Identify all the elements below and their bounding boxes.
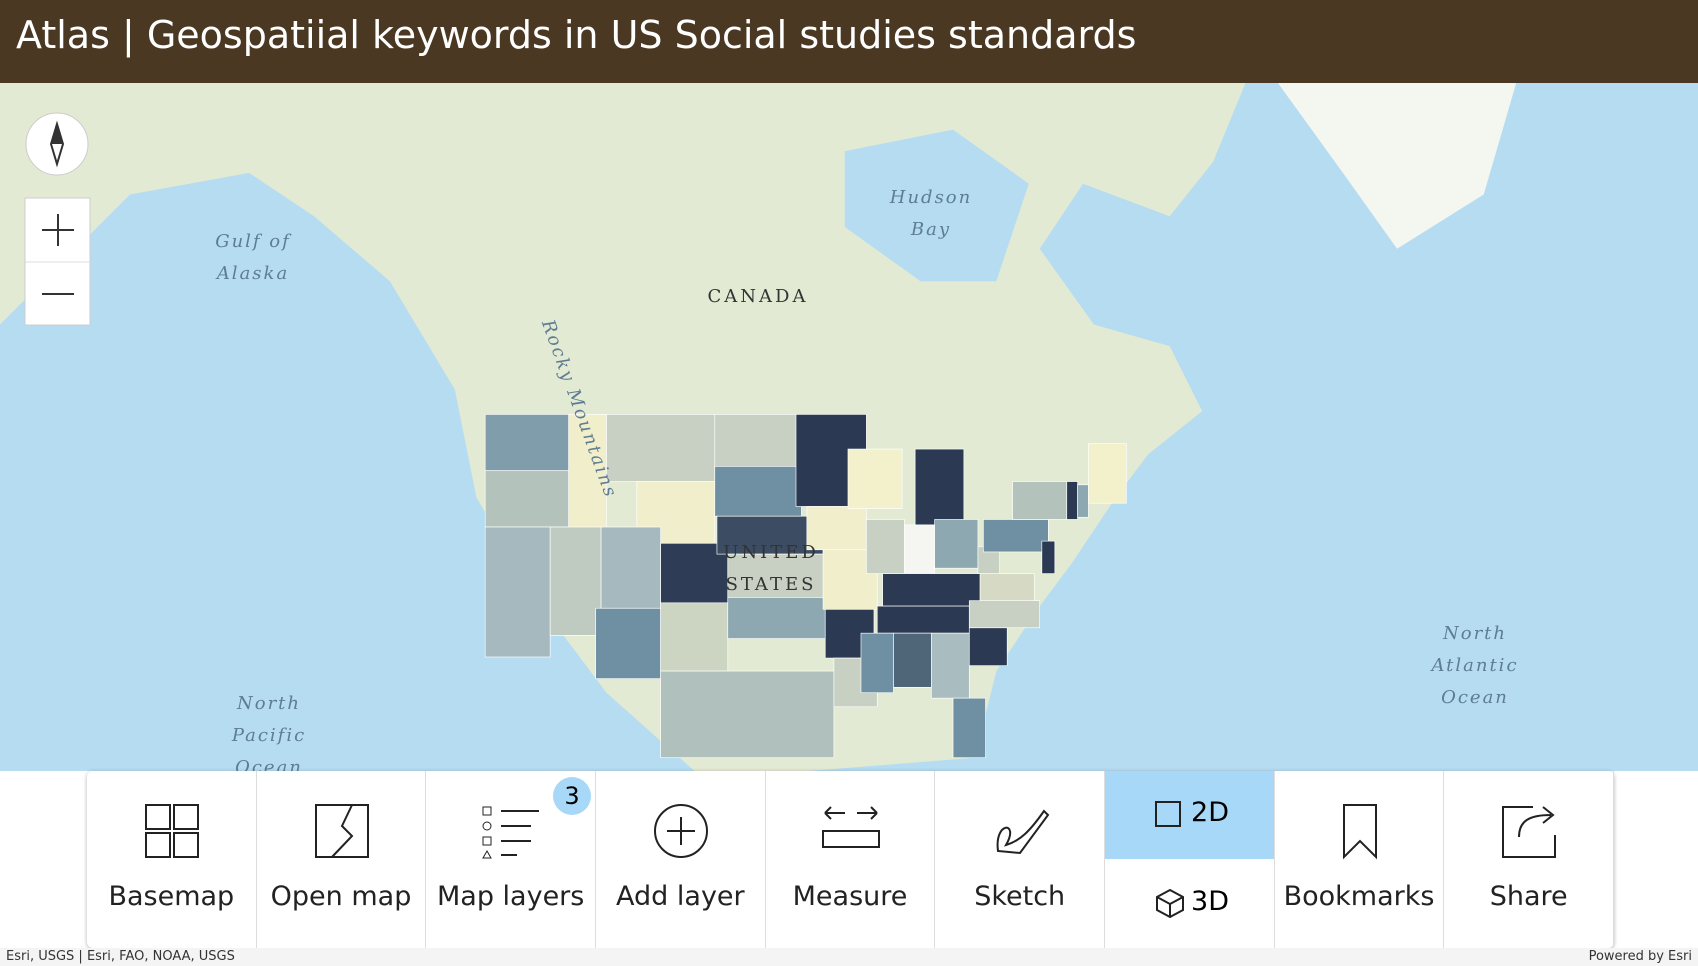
icon [996,809,1050,855]
map-label: Atlantic [1429,655,1518,676]
state [860,632,894,694]
map-label: North [236,693,301,714]
button-label: 3D [1191,886,1229,917]
toolbar-button[interactable]: Basemap [87,771,257,948]
toolbar: Basemap Open map Map layers Add layer Measur… [87,771,1615,948]
state [714,414,800,467]
toolbar-button[interactable]: Map layers [426,771,597,948]
button-label: Add layer [616,881,745,912]
map-label: CANADA [708,286,809,307]
icon [314,804,369,858]
state [484,526,551,658]
attribution: Esri, USGS | Esri, FAO, NOAA, USGS Power… [0,948,1698,966]
state [600,526,661,609]
icon [145,804,199,858]
icon [1502,806,1557,858]
state [968,600,1041,629]
state [484,414,570,472]
state [727,553,831,598]
button-label: Map layers [436,881,585,912]
state [660,602,729,672]
icon [821,806,880,848]
zoom-in[interactable] [42,214,74,246]
button-label: Sketch [974,881,1066,912]
map-label: Ocean [1441,687,1509,708]
map-label: Alaska [215,263,289,284]
state [903,524,935,574]
icon [1342,804,1377,860]
bay [844,129,1029,282]
map-label: Gulf of [215,231,292,252]
state [714,466,802,517]
icon [482,806,540,859]
state [914,448,965,531]
toolbar-button[interactable]: Add layer [596,771,766,948]
state [882,573,981,607]
map-label: Hudson [889,187,972,208]
state [893,632,932,688]
app-title: Atlas | Geospatiial keywords in US Socia… [0,0,1698,83]
land [1277,83,1517,249]
map-label: North [1442,623,1507,644]
state [568,414,607,529]
state [983,519,1049,553]
state [1088,443,1127,504]
attribution-text: Esri, USGS | Esri, FAO, NOAA, USGS [6,949,235,964]
toggle-2d[interactable]: 2D [1105,771,1275,859]
map-label: Ocean [235,757,303,771]
state [1066,481,1078,520]
state [806,506,867,551]
compass-icon [51,124,63,144]
state [931,632,970,699]
toggle-3d[interactable]: 3D [1105,860,1274,948]
toolbar-button[interactable]: Bookmarks [1275,771,1445,948]
state [716,515,824,555]
map-label: Bay [910,219,951,240]
state [549,526,602,636]
state [968,627,1008,666]
state [606,414,716,482]
state [876,605,970,634]
button-label: Basemap [108,881,235,912]
toolbar-button: 2D 3D [1105,771,1275,948]
icon [1156,888,1185,918]
layer-count-badge: 3 [553,777,591,815]
state [484,470,570,528]
toolbar-button[interactable]: Measure [766,771,936,948]
map-label: UNITED [723,542,819,563]
button-label: 2D [1191,797,1229,828]
state [1077,484,1089,518]
state [847,448,903,509]
state [934,519,979,569]
toolbar-button[interactable]: Share [1444,771,1615,948]
button-label: Share [1489,881,1568,912]
states [484,414,1127,759]
icon [654,804,709,858]
icon [1155,801,1182,827]
toolbar-button[interactable]: Open map [257,771,427,948]
state [979,573,1035,601]
state [660,670,835,759]
state [660,542,729,604]
state [595,607,661,679]
toolbar-button[interactable]: Sketch [935,771,1106,948]
state [952,697,986,759]
state [1041,540,1056,574]
button-label: Measure [792,881,908,912]
compass-icon [49,120,65,168]
state [866,519,905,574]
button-label: Bookmarks [1283,881,1435,912]
state [727,597,826,639]
map-label: Pacific [231,725,306,746]
map-label: STATES [726,574,817,595]
state [1012,481,1068,520]
button-label: Open map [270,881,412,912]
attribution-text: Powered by Esri [1588,949,1692,964]
map-layer [0,83,1517,771]
